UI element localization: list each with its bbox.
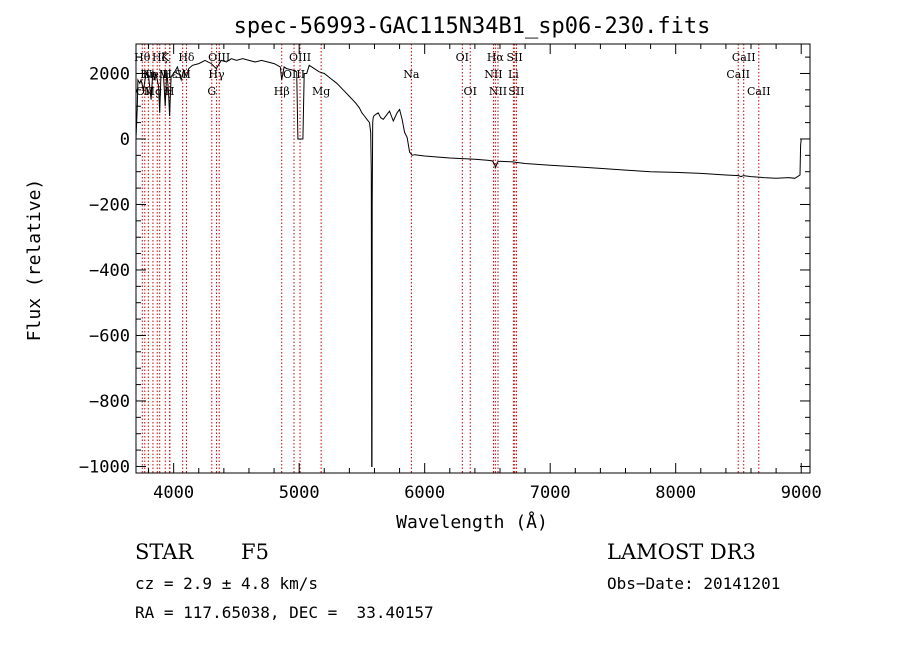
y-tick-label: −600 (89, 326, 130, 346)
spectral-line-label: Hδ (178, 51, 195, 64)
spectral-line-labels: HθOIIHηMgNeIIIHζKHHεSIIHδGHγOIIIHβOIIIOI… (134, 51, 770, 98)
y-tick-label: 2000 (89, 64, 130, 84)
spectral-line-label: Li (508, 68, 519, 81)
observation-date: Obs−Date: 20141201 (607, 574, 781, 593)
y-tick-label: −800 (89, 392, 130, 412)
spectral-line-label: G (207, 85, 216, 98)
y-axis-label: Flux (relative) (24, 179, 45, 342)
spectral-line-label: K (161, 51, 170, 64)
redshift-velocity: cz = 2.9 ± 4.8 km/s (135, 574, 319, 593)
x-axis-label: Wavelength (Å) (396, 511, 548, 533)
spectral-line-label: Hγ (208, 68, 225, 81)
spectral-line-label: Hβ (274, 85, 290, 98)
spectral-line-label: NII (484, 68, 502, 81)
x-tick-label: 9000 (781, 483, 822, 503)
x-tick-label: 7000 (530, 483, 571, 503)
spectral-line-label: Hθ (134, 51, 151, 64)
spectral-line-label: OIII (208, 51, 230, 64)
y-tick-label: −400 (89, 261, 130, 281)
survey-name: LAMOST DR3 (607, 540, 756, 564)
spectrum-series-line (135, 58, 802, 467)
spectral-line-label: SII (507, 51, 523, 64)
object-class: STAR (135, 540, 194, 564)
y-tick-label: 0 (120, 130, 130, 150)
spectral-line-label: CaII (732, 51, 756, 64)
chart-title: spec-56993-GAC115N34B1_sp06-230.fits (234, 14, 711, 39)
x-tick-label: 8000 (655, 483, 696, 503)
spectral-line-label: OIII (289, 51, 311, 64)
spectral-line-label: CaII (747, 85, 771, 98)
spectral-line-label: CaII (726, 68, 750, 81)
spectral-line-label: OI (464, 85, 477, 98)
plot-frame (135, 43, 811, 474)
spectral-line-label: Hα (487, 51, 505, 64)
x-tick-label: 5000 (279, 483, 320, 503)
spectral-line-label: NeIII (143, 68, 172, 81)
object-subclass: F5 (241, 540, 269, 564)
y-axis-ticks: −1000 −800 −600 −400 −200 0 2000 (79, 56, 810, 477)
x-tick-label: 6000 (404, 483, 445, 503)
spectral-line-label: OI (456, 51, 469, 64)
spectral-line-markers (141, 44, 760, 473)
y-tick-label: −1000 (79, 457, 130, 477)
spectral-line-label: Mg (312, 85, 330, 98)
sky-coordinates: RA = 117.65038, DEC = 33.40157 (135, 603, 434, 622)
y-tick-label: −200 (89, 195, 130, 215)
spectral-line-label: H (165, 85, 175, 98)
spectral-line-label: NII (489, 85, 507, 98)
spectral-line-label: OIII (283, 68, 305, 81)
spectral-line-label: Na (403, 68, 420, 81)
spectral-line-label: OII (136, 85, 154, 98)
spectral-line-label: SII (508, 85, 524, 98)
spectral-line-label: Mg (144, 85, 162, 98)
x-axis-ticks: 4000 5000 6000 7000 8000 9000 (148, 44, 822, 503)
x-tick-label: 4000 (153, 483, 194, 503)
spectral-line-label: Hζ (152, 51, 168, 64)
